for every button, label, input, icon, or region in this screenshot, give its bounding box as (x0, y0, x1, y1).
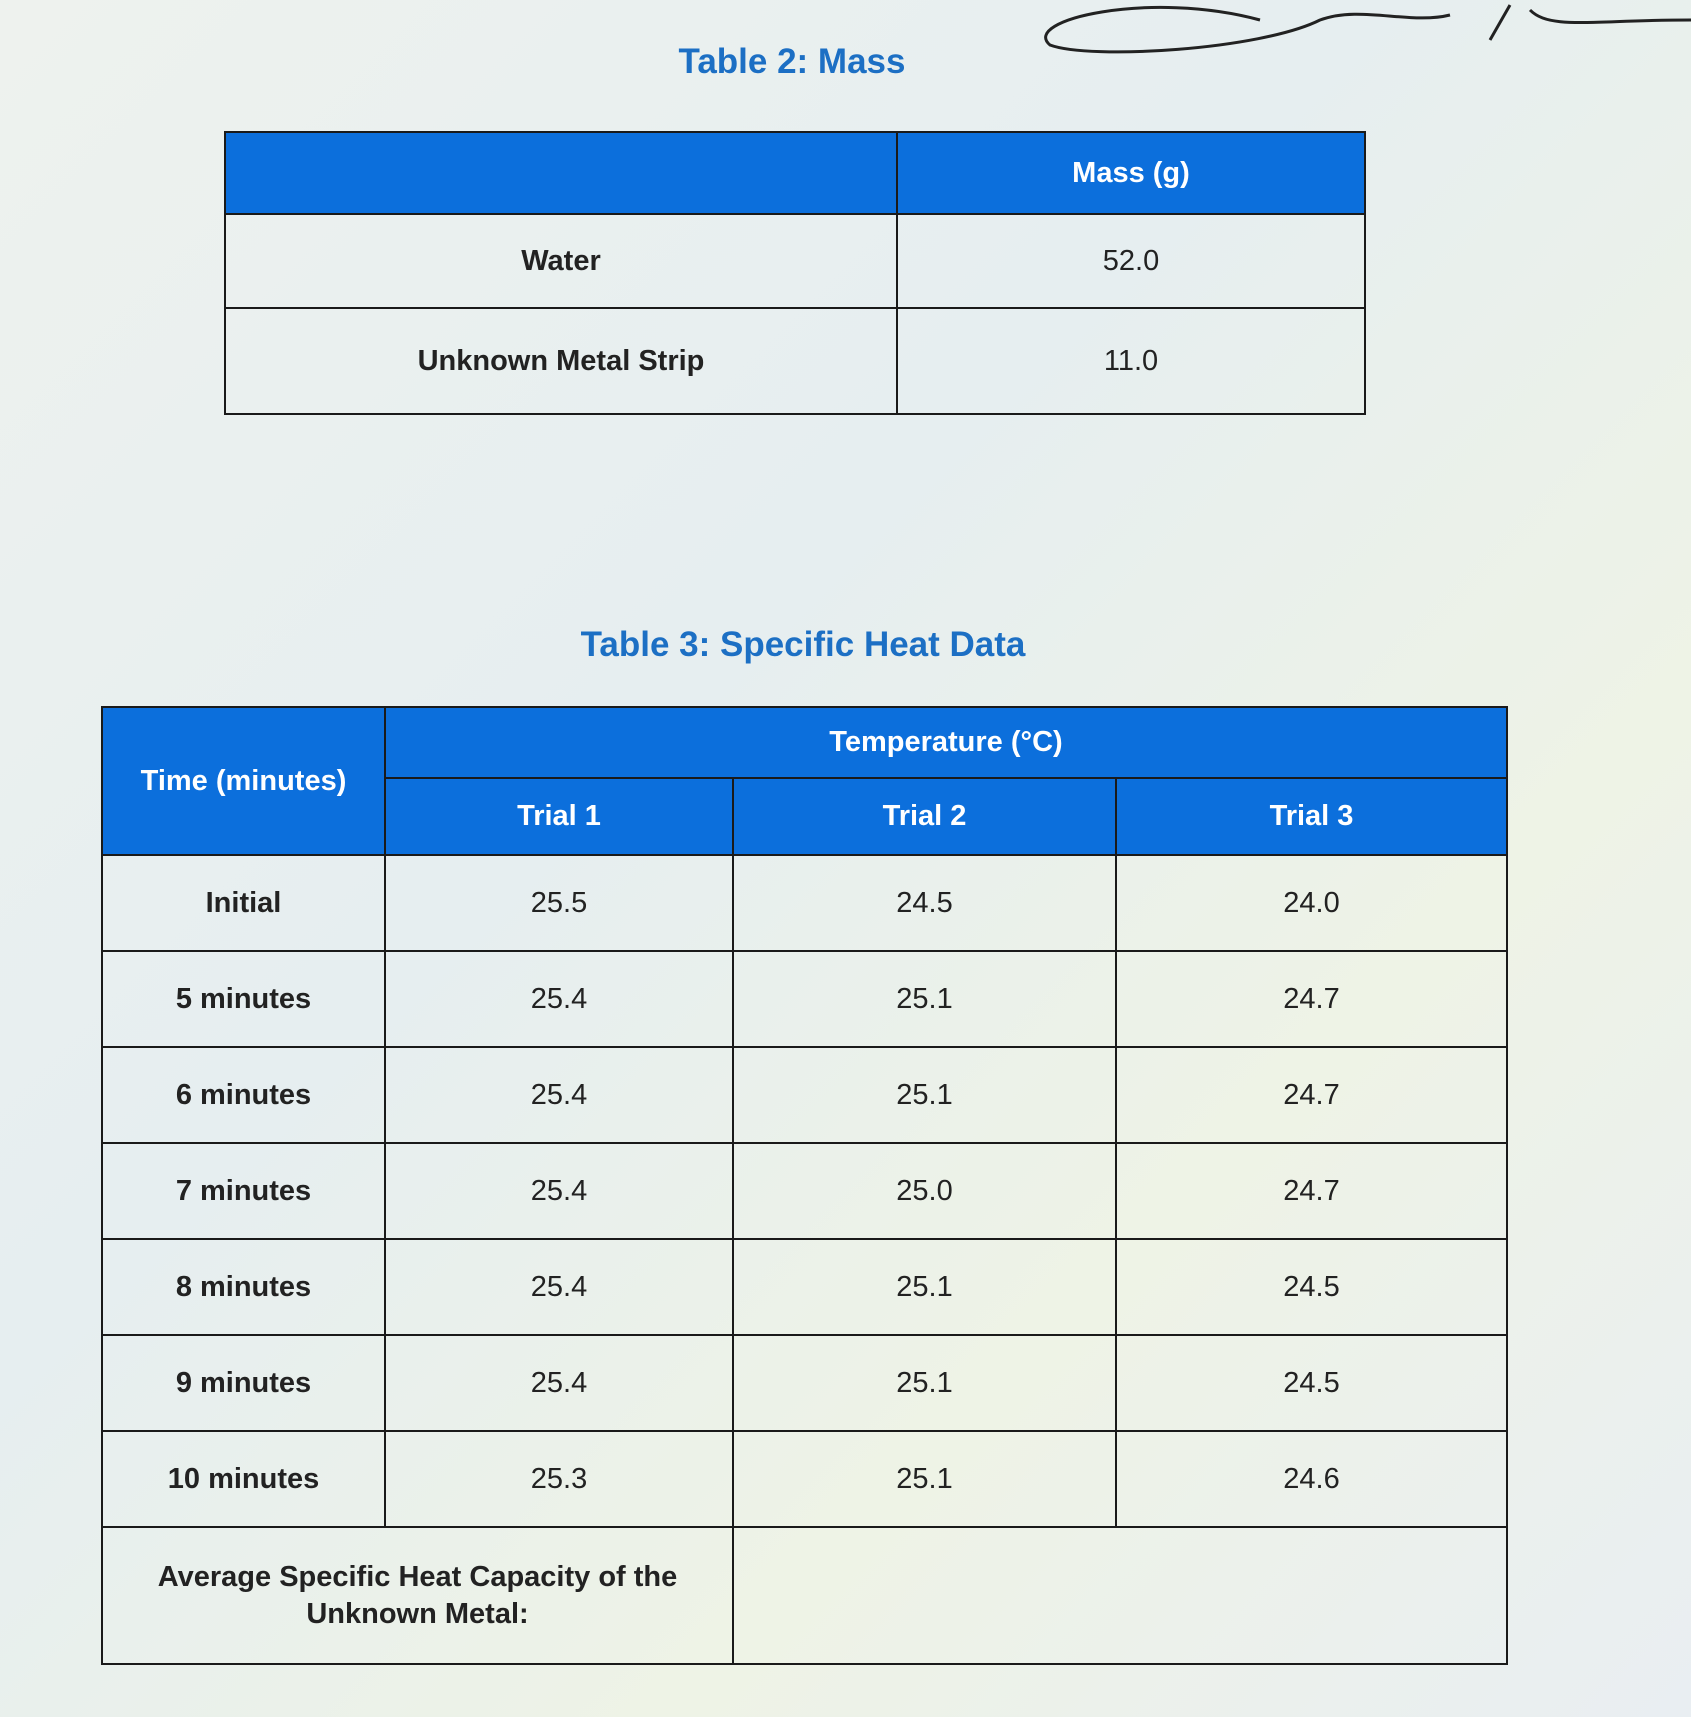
table-row: Unknown Metal Strip 11.0 (224, 307, 1366, 415)
cell: 24.7 (1114, 950, 1509, 1048)
empty-cell (731, 1526, 1509, 1665)
footer-label: Average Specific Heat Capacity of the Un… (101, 1526, 734, 1665)
cell: 25.1 (732, 950, 1117, 1048)
cell: 25.4 (384, 1238, 734, 1336)
cell: 24.0 (1114, 854, 1509, 952)
table-row: 8 minutes 25.4 25.1 24.5 (101, 1238, 1509, 1336)
header-cell: Temperature (°C) (383, 706, 1509, 779)
header-cell: Time (minutes) (101, 706, 386, 856)
row-label: 6 minutes (101, 1046, 386, 1144)
cell: 25.1 (732, 1430, 1117, 1528)
header-cell: Trial 2 (732, 777, 1117, 856)
table-row: 9 minutes 25.4 25.1 24.5 (101, 1334, 1509, 1432)
header-row: Time (minutes) Temperature (°C) (101, 706, 1509, 856)
table-row: 6 minutes 25.4 25.1 24.7 (101, 1046, 1509, 1144)
cell: 24.7 (1114, 1046, 1509, 1144)
header-row: Trial 1 Trial 2 Trial 3 (102, 777, 1509, 856)
signature (1044, 4, 1691, 54)
cell: 25.4 (384, 1046, 734, 1144)
row-label: 9 minutes (101, 1334, 386, 1432)
cell: 25.4 (384, 950, 734, 1048)
mass-table: Mass (g) Water 52.0 Unknown Metal Strip 11.… (224, 131, 1366, 415)
cell: 25.4 (384, 1142, 734, 1240)
cell: 24.7 (1114, 1142, 1509, 1240)
table-title: Table 2: Mass (678, 42, 906, 81)
header-cell: Trial 3 (1114, 777, 1509, 856)
row-label: 10 minutes (101, 1430, 386, 1528)
row-label: Water (224, 213, 898, 309)
signature-stroke (1044, 4, 1691, 54)
cell: 25.1 (732, 1334, 1117, 1432)
table-row: Water 52.0 (224, 213, 1366, 309)
row-label: Initial (101, 854, 386, 952)
cell: 25.3 (384, 1430, 734, 1528)
row-label: 5 minutes (101, 950, 386, 1048)
row-label: 7 minutes (101, 1142, 386, 1240)
cell: 24.5 (1114, 1238, 1509, 1336)
table-title: Table 3: Specific Heat Data (580, 625, 1026, 664)
cell: 25.0 (732, 1142, 1117, 1240)
cell: 24.5 (732, 854, 1117, 952)
cell: 24.5 (1114, 1334, 1509, 1432)
table-row: 10 minutes 25.3 25.1 24.6 (101, 1430, 1509, 1528)
header-row: Mass (g) (224, 131, 1366, 215)
cell: 25.1 (732, 1046, 1117, 1144)
table-row: 7 minutes 25.4 25.0 24.7 (101, 1142, 1509, 1240)
cell: 11.0 (896, 307, 1366, 415)
row-label: 8 minutes (101, 1238, 386, 1336)
cell: 25.1 (732, 1238, 1117, 1336)
header-cell: Mass (g) (896, 131, 1366, 215)
table-row: 5 minutes 25.4 25.1 24.7 (101, 950, 1509, 1048)
cell: 52.0 (896, 213, 1366, 309)
footer-row: Average Specific Heat Capacity of the Un… (101, 1526, 1509, 1665)
row-label: Unknown Metal Strip (224, 307, 898, 415)
cell: 24.6 (1114, 1430, 1509, 1528)
header-cell: Trial 1 (384, 777, 734, 856)
cell: 25.5 (384, 854, 734, 952)
table-row: Initial 25.5 24.5 24.0 (101, 854, 1509, 952)
header-cell (224, 131, 898, 215)
cell: 25.4 (384, 1334, 734, 1432)
